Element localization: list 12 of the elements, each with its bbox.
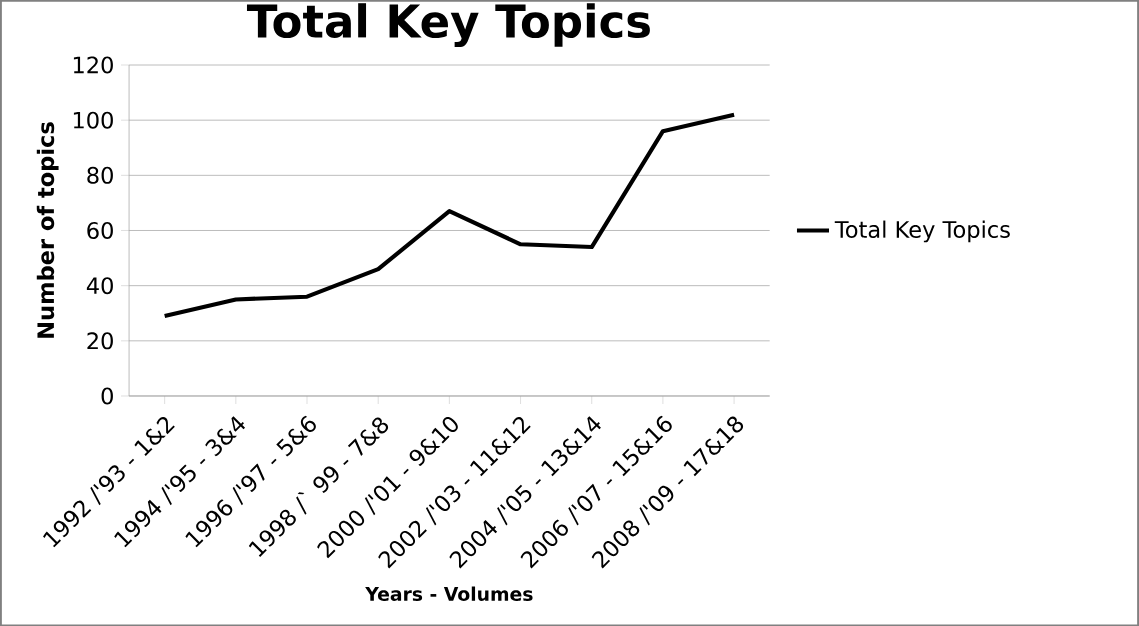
- legend-label: Total Key Topics: [834, 220, 1010, 243]
- y-tick-label: 0: [101, 387, 113, 405]
- line-series: [162, 112, 737, 318]
- y-tick-label: 40: [86, 276, 113, 294]
- chart-title: Total Key Topics: [246, 2, 650, 47]
- y-tick-label: 80: [87, 166, 113, 184]
- y-tick-label: 20: [87, 332, 113, 350]
- y-tick-label: 60: [87, 221, 113, 239]
- y-tick-label: 120: [73, 56, 113, 74]
- x-axis-title: Years - Volumes: [365, 586, 533, 601]
- y-axis-title: Number of topics: [36, 122, 59, 338]
- y-tick-label: 100: [73, 111, 113, 129]
